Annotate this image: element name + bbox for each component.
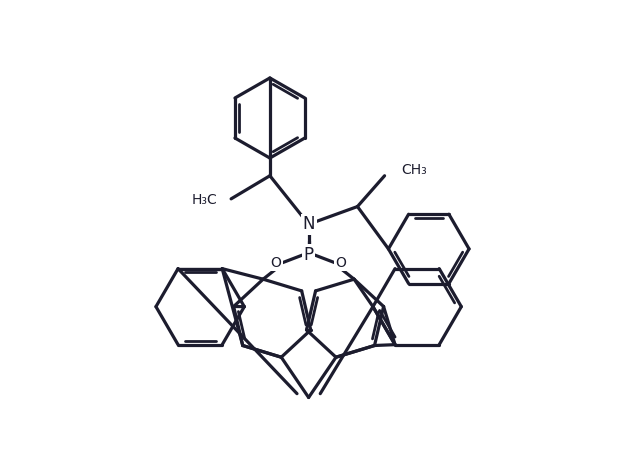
Text: P: P [303, 246, 314, 264]
Text: N: N [302, 215, 315, 233]
Text: O: O [271, 256, 282, 270]
Text: CH₃: CH₃ [402, 163, 428, 177]
Text: O: O [336, 256, 347, 270]
Text: H₃C: H₃C [191, 193, 217, 207]
